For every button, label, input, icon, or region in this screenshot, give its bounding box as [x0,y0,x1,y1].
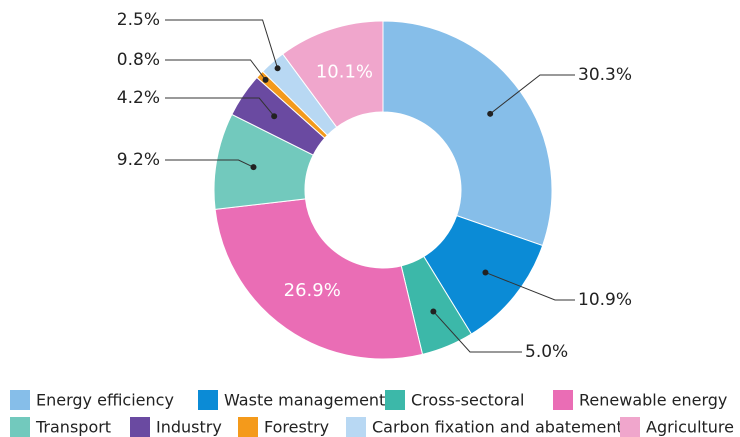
legend-label: Industry [156,418,222,437]
legend-label: Agriculture [646,418,734,437]
leader-line [165,19,279,69]
leader-dot [250,164,257,171]
value-label: 10.1% [316,62,373,83]
legend-label: Renewable energy [579,391,727,410]
legend-label: Energy efficiency [36,391,174,410]
leader-dot [430,308,437,315]
legend-swatch [346,417,366,437]
leader-line [485,271,575,301]
value-label: 9.2% [117,150,160,170]
value-label: 5.0% [525,342,568,362]
legend-swatch [385,390,405,410]
leader-dot [271,113,278,120]
donut-slice [214,198,424,360]
legend-swatch [620,417,640,437]
donut-slice [382,20,553,247]
legend-swatch [553,390,573,410]
leader-dot [482,269,489,276]
leader-line [165,59,266,81]
legend-swatch [238,417,258,437]
leader-line [489,74,575,115]
leader-dot [487,110,494,117]
legend-label: Waste management [224,391,385,410]
value-label: 10.9% [578,290,632,310]
leader-dot [262,76,269,83]
donut-slice [282,20,384,128]
legend-label: Forestry [264,418,329,437]
value-label: 30.3% [578,65,632,85]
leader-line [432,311,522,353]
value-label: 26.9% [284,280,341,301]
value-label: 0.8% [117,50,160,70]
value-label: 4.2% [117,88,160,108]
value-label: 2.5% [117,10,160,30]
legend-label: Cross-sectoral [411,391,525,410]
legend-swatch [10,390,30,410]
leader-line [165,159,254,168]
legend-label: Carbon fixation and abatement [372,418,623,437]
legend-swatch [10,417,30,437]
leader-dot [274,65,281,72]
leader-line [165,97,275,117]
legend-label: Transport [35,418,111,437]
legend-swatch [198,390,218,410]
legend-swatch [130,417,150,437]
